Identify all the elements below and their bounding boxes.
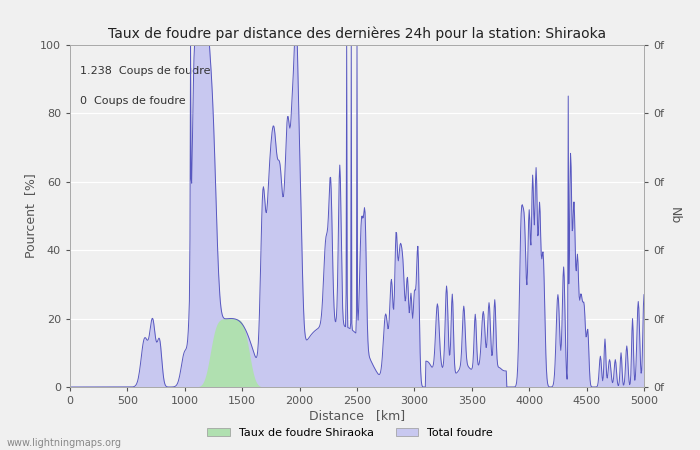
- Y-axis label: Pourcent  [%]: Pourcent [%]: [25, 174, 37, 258]
- Title: Taux de foudre par distance des dernières 24h pour la station: Shiraoka: Taux de foudre par distance des dernière…: [108, 27, 606, 41]
- Text: 1.238  Coups de foudre: 1.238 Coups de foudre: [80, 66, 211, 76]
- Text: www.lightningmaps.org: www.lightningmaps.org: [7, 438, 122, 448]
- Y-axis label: Nb: Nb: [668, 207, 680, 225]
- Text: 0  Coups de foudre: 0 Coups de foudre: [80, 96, 186, 106]
- X-axis label: Distance   [km]: Distance [km]: [309, 409, 405, 422]
- Legend: Taux de foudre Shiraoka, Total foudre: Taux de foudre Shiraoka, Total foudre: [203, 423, 497, 442]
